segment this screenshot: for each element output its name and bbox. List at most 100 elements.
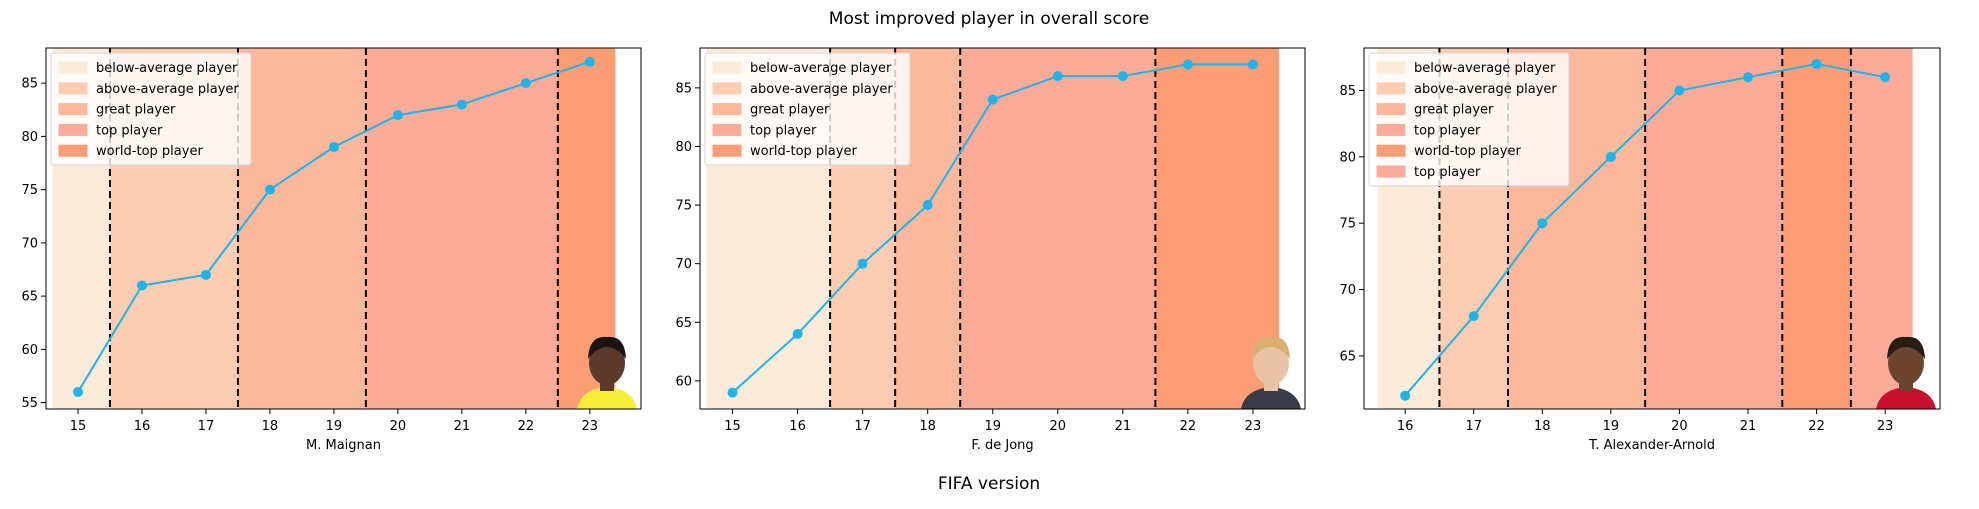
x-tick-label: 15	[70, 419, 87, 434]
legend-swatch	[1376, 61, 1406, 74]
legend-swatch	[712, 103, 742, 116]
band-top-player	[1645, 48, 1783, 409]
legend-label: great player	[1414, 103, 1494, 118]
panel-xlabel: T. Alexander-Arnold	[1588, 438, 1715, 453]
x-tick-label: 21	[1115, 419, 1132, 434]
y-tick-label: 80	[21, 130, 38, 145]
x-tick-label: 18	[1534, 419, 1551, 434]
x-tick-label: 21	[1740, 419, 1757, 434]
x-tick-label: 15	[724, 419, 741, 434]
panel-xlabel: F. de Jong	[971, 438, 1033, 453]
legend-label: world-top player	[96, 144, 203, 159]
x-tick-label: 16	[134, 419, 151, 434]
figure-xlabel: FIFA version	[938, 474, 1040, 494]
data-point	[792, 328, 803, 339]
legend-swatch	[712, 144, 742, 157]
legend-swatch	[1376, 144, 1406, 157]
data-point	[1880, 72, 1891, 83]
panel-xlabel: M. Maignan	[306, 438, 381, 453]
axes-frame	[699, 47, 1306, 410]
legend-label: great player	[750, 103, 830, 118]
data-point	[922, 200, 933, 211]
y-tick-label: 70	[675, 257, 692, 272]
data-point	[1052, 71, 1063, 82]
x-tick-label: 19	[984, 419, 1001, 434]
legend-label: below-average player	[96, 61, 238, 76]
data-point	[328, 142, 339, 153]
legend-label: top player	[96, 123, 163, 138]
series-line	[1404, 62, 1886, 397]
legend-label: top player	[1414, 165, 1481, 180]
data-point	[1674, 85, 1685, 96]
legend-label: world-top player	[750, 144, 857, 159]
x-tick-label: 20	[1671, 419, 1688, 434]
legend-label: below-average player	[750, 61, 892, 76]
legend-label: great player	[96, 103, 176, 118]
data-point	[200, 269, 211, 280]
x-tick-label: 23	[1245, 419, 1262, 434]
band-world-top-player	[1782, 48, 1851, 409]
data-point	[1811, 58, 1822, 69]
legend-label: world-top player	[1414, 144, 1521, 159]
x-tick-label: 19	[1603, 419, 1620, 434]
axes-frame	[45, 47, 642, 410]
legend-box	[50, 52, 252, 166]
legend-label: top player	[1414, 123, 1481, 138]
legend-swatch	[712, 82, 742, 95]
legend-swatch	[58, 144, 88, 157]
legend-swatch	[712, 123, 742, 136]
y-tick-label: 70	[1339, 283, 1356, 298]
player-photo-face	[589, 341, 625, 385]
player-photo-hair	[1252, 336, 1290, 359]
data-point	[584, 56, 595, 67]
legend-swatch	[58, 82, 88, 95]
legend-label: top player	[750, 123, 817, 138]
legend-box	[1368, 52, 1570, 187]
legend-label: above-average player	[1414, 82, 1557, 97]
legend-label: above-average player	[750, 82, 893, 97]
data-point	[1537, 218, 1548, 229]
player-photo-shirt	[1876, 387, 1936, 409]
y-tick-label: 75	[675, 199, 692, 214]
data-point	[987, 94, 998, 105]
data-point	[857, 258, 868, 269]
chart-panel-1: 15 16 17 18 19 20 21 22 23 55 60 65 70 75 80 85 M. Maign…	[21, 47, 642, 453]
data-point	[1743, 72, 1753, 83]
y-tick-label: 85	[675, 81, 692, 96]
player-photo-face	[1253, 341, 1289, 385]
y-tick-label: 85	[21, 77, 38, 92]
player-photo	[1876, 336, 1936, 409]
legend-box	[704, 52, 911, 166]
data-point	[456, 99, 467, 110]
player-photo-hair	[588, 336, 626, 359]
data-point	[727, 387, 738, 398]
x-tick-label: 22	[518, 419, 535, 434]
figure-title: Most improved player in overall score	[829, 9, 1149, 29]
x-tick-label: 20	[1050, 419, 1067, 434]
data-point	[72, 386, 83, 397]
y-tick-label: 55	[21, 396, 38, 411]
player-photo	[1241, 336, 1301, 409]
x-tick-label: 16	[1397, 419, 1414, 434]
data-point	[1605, 151, 1616, 162]
legend-swatch	[1376, 165, 1406, 178]
x-tick-label: 22	[1808, 419, 1825, 434]
player-photo-hair	[1887, 336, 1925, 359]
x-tick-label: 22	[1180, 419, 1197, 434]
data-point	[1247, 59, 1258, 70]
chart-panels: 15 16 17 18 19 20 21 22 23 55 60 65 70 75 80 85 M. Maign…	[21, 47, 1941, 453]
chart-panel-2: 15 16 17 18 19 20 21 22 23 60 65 70 75 80 85 F. de Jong…	[675, 47, 1306, 453]
legend-label: below-average player	[1414, 61, 1556, 76]
y-tick-label: 75	[1339, 217, 1356, 232]
legend-swatch	[58, 103, 88, 116]
chart-panel-3: 16 17 18 19 20 21 22 23 65 70 75 80 85 T. Alexander-A…	[1339, 47, 1941, 453]
x-tick-label: 17	[198, 419, 215, 434]
legend-swatch	[58, 61, 88, 74]
y-tick-label: 85	[1339, 84, 1356, 99]
player-photo-shirt	[577, 387, 637, 409]
x-tick-label: 17	[1465, 419, 1482, 434]
legend-swatch	[1376, 123, 1406, 136]
band-top-player	[960, 48, 1156, 409]
data-point	[264, 184, 275, 195]
